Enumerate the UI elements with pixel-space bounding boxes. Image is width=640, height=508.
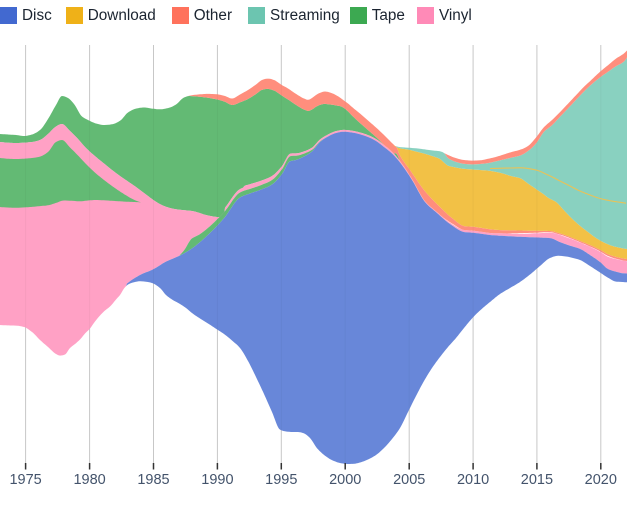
svg-text:1980: 1980 (73, 472, 105, 488)
svg-text:2015: 2015 (521, 472, 553, 488)
svg-text:1990: 1990 (201, 472, 233, 488)
svg-text:1975: 1975 (9, 472, 41, 488)
svg-text:2020: 2020 (585, 472, 617, 488)
svg-text:2010: 2010 (457, 472, 489, 488)
svg-text:1995: 1995 (265, 472, 297, 488)
svg-text:1985: 1985 (137, 472, 169, 488)
svg-text:2000: 2000 (329, 472, 361, 488)
svg-text:2005: 2005 (393, 472, 425, 488)
